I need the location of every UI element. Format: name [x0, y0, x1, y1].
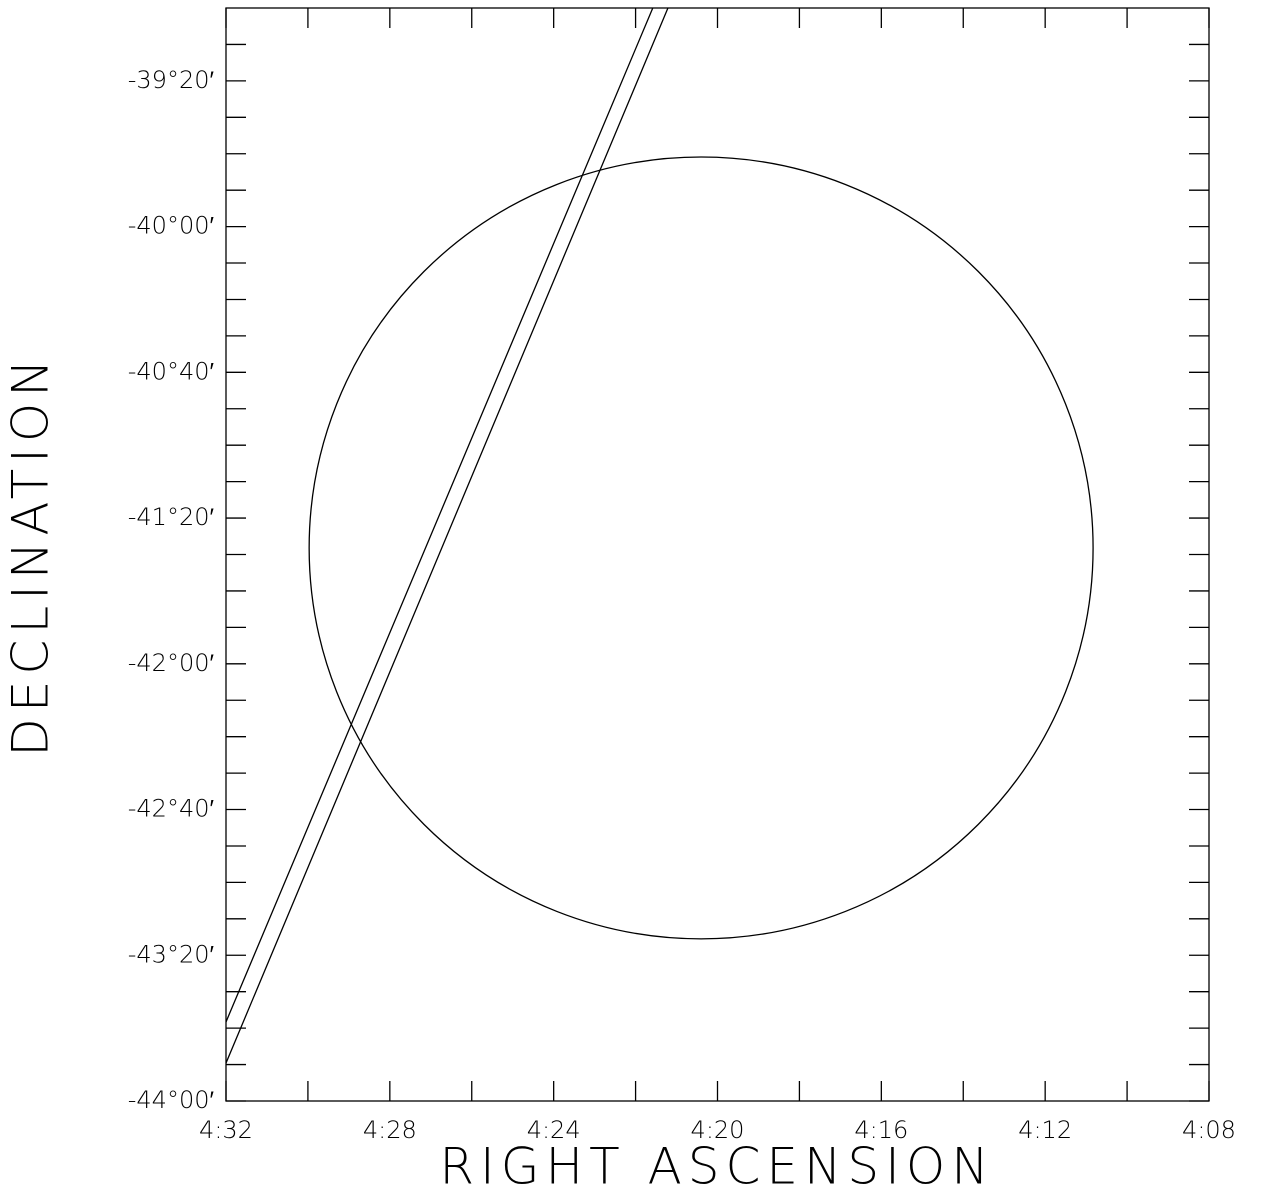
x-tick-label: 4:20 — [691, 1116, 745, 1144]
x-tick-label: 4:32 — [199, 1116, 253, 1144]
x-axis-title: RIGHT ASCENSION — [439, 1138, 994, 1196]
y-axis-title: DECLINATION — [2, 353, 60, 756]
y-tick-label: -42°00′ — [128, 649, 215, 677]
circle — [308, 156, 1094, 940]
plot-frame — [225, 7, 1210, 1102]
y-tick-label: -41°20′ — [128, 503, 215, 531]
x-tick-label: 4:08 — [1182, 1116, 1236, 1144]
y-tick-label: -40°00′ — [128, 212, 215, 240]
x-tick-label: 4:12 — [1018, 1116, 1072, 1144]
y-tick-label: -40°40′ — [128, 357, 215, 385]
line — [226, 8, 654, 1023]
y-tick-label: -43°20′ — [128, 940, 215, 968]
y-tick-label: -44°00′ — [128, 1086, 215, 1114]
line — [226, 8, 669, 1064]
x-tick-label: 4:24 — [527, 1116, 581, 1144]
y-tick-label: -39°20′ — [128, 66, 215, 94]
x-tick-label: 4:28 — [363, 1116, 417, 1144]
x-tick-label: 4:16 — [854, 1116, 908, 1144]
y-tick-label: -42°40′ — [128, 795, 215, 823]
